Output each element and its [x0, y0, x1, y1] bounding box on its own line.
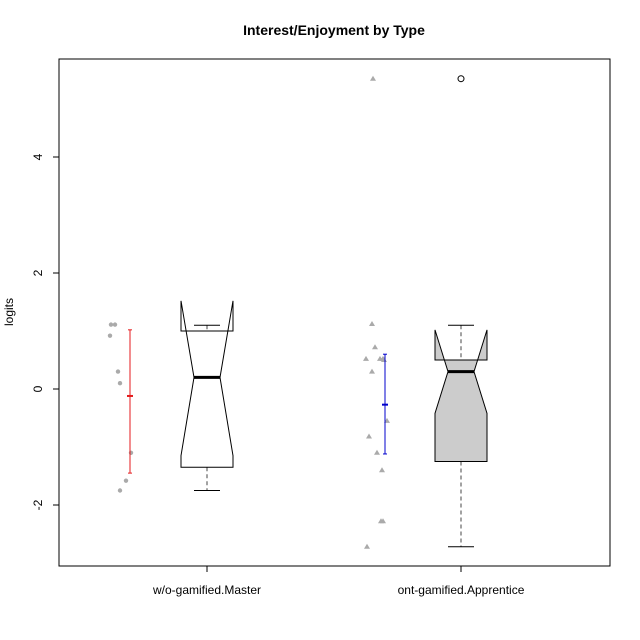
data-point [115, 369, 121, 374]
data-point [364, 543, 370, 549]
y-tick-label: 0 [31, 385, 45, 392]
x-axis: w/o-gamified.Master ont-gamified.Apprenti… [152, 565, 525, 597]
chart-title: Interest/Enjoyment by Type [243, 22, 425, 38]
data-point [372, 344, 378, 350]
data-point [128, 450, 134, 455]
x-tick-label: ont-gamified.Apprentice [398, 583, 525, 597]
outlier-point [457, 75, 465, 83]
data-point [369, 321, 375, 327]
plot-frame [58, 58, 611, 567]
data-point [374, 449, 380, 455]
data-point [366, 433, 372, 439]
data-point [123, 478, 129, 483]
x-tick-label: w/o-gamified.Master [152, 583, 261, 597]
y-tick-label: 4 [31, 153, 45, 160]
group-2 [363, 75, 488, 549]
data-point [108, 322, 114, 327]
data-point [117, 381, 123, 386]
data-point [369, 368, 375, 374]
data-point [107, 333, 113, 338]
data-point [112, 322, 118, 327]
box [434, 329, 488, 462]
y-tick-label: -2 [31, 499, 45, 510]
box [180, 300, 234, 468]
y-tick-label: 2 [31, 269, 45, 276]
data-point [117, 488, 123, 493]
data-point [363, 355, 369, 361]
data-point [380, 518, 386, 524]
boxplot-groups [107, 75, 488, 549]
y-axis: -2 0 2 4 [31, 153, 60, 510]
data-point [379, 467, 385, 473]
data-point [370, 75, 376, 81]
y-axis-label: logits [2, 298, 16, 326]
group-1 [107, 300, 234, 493]
